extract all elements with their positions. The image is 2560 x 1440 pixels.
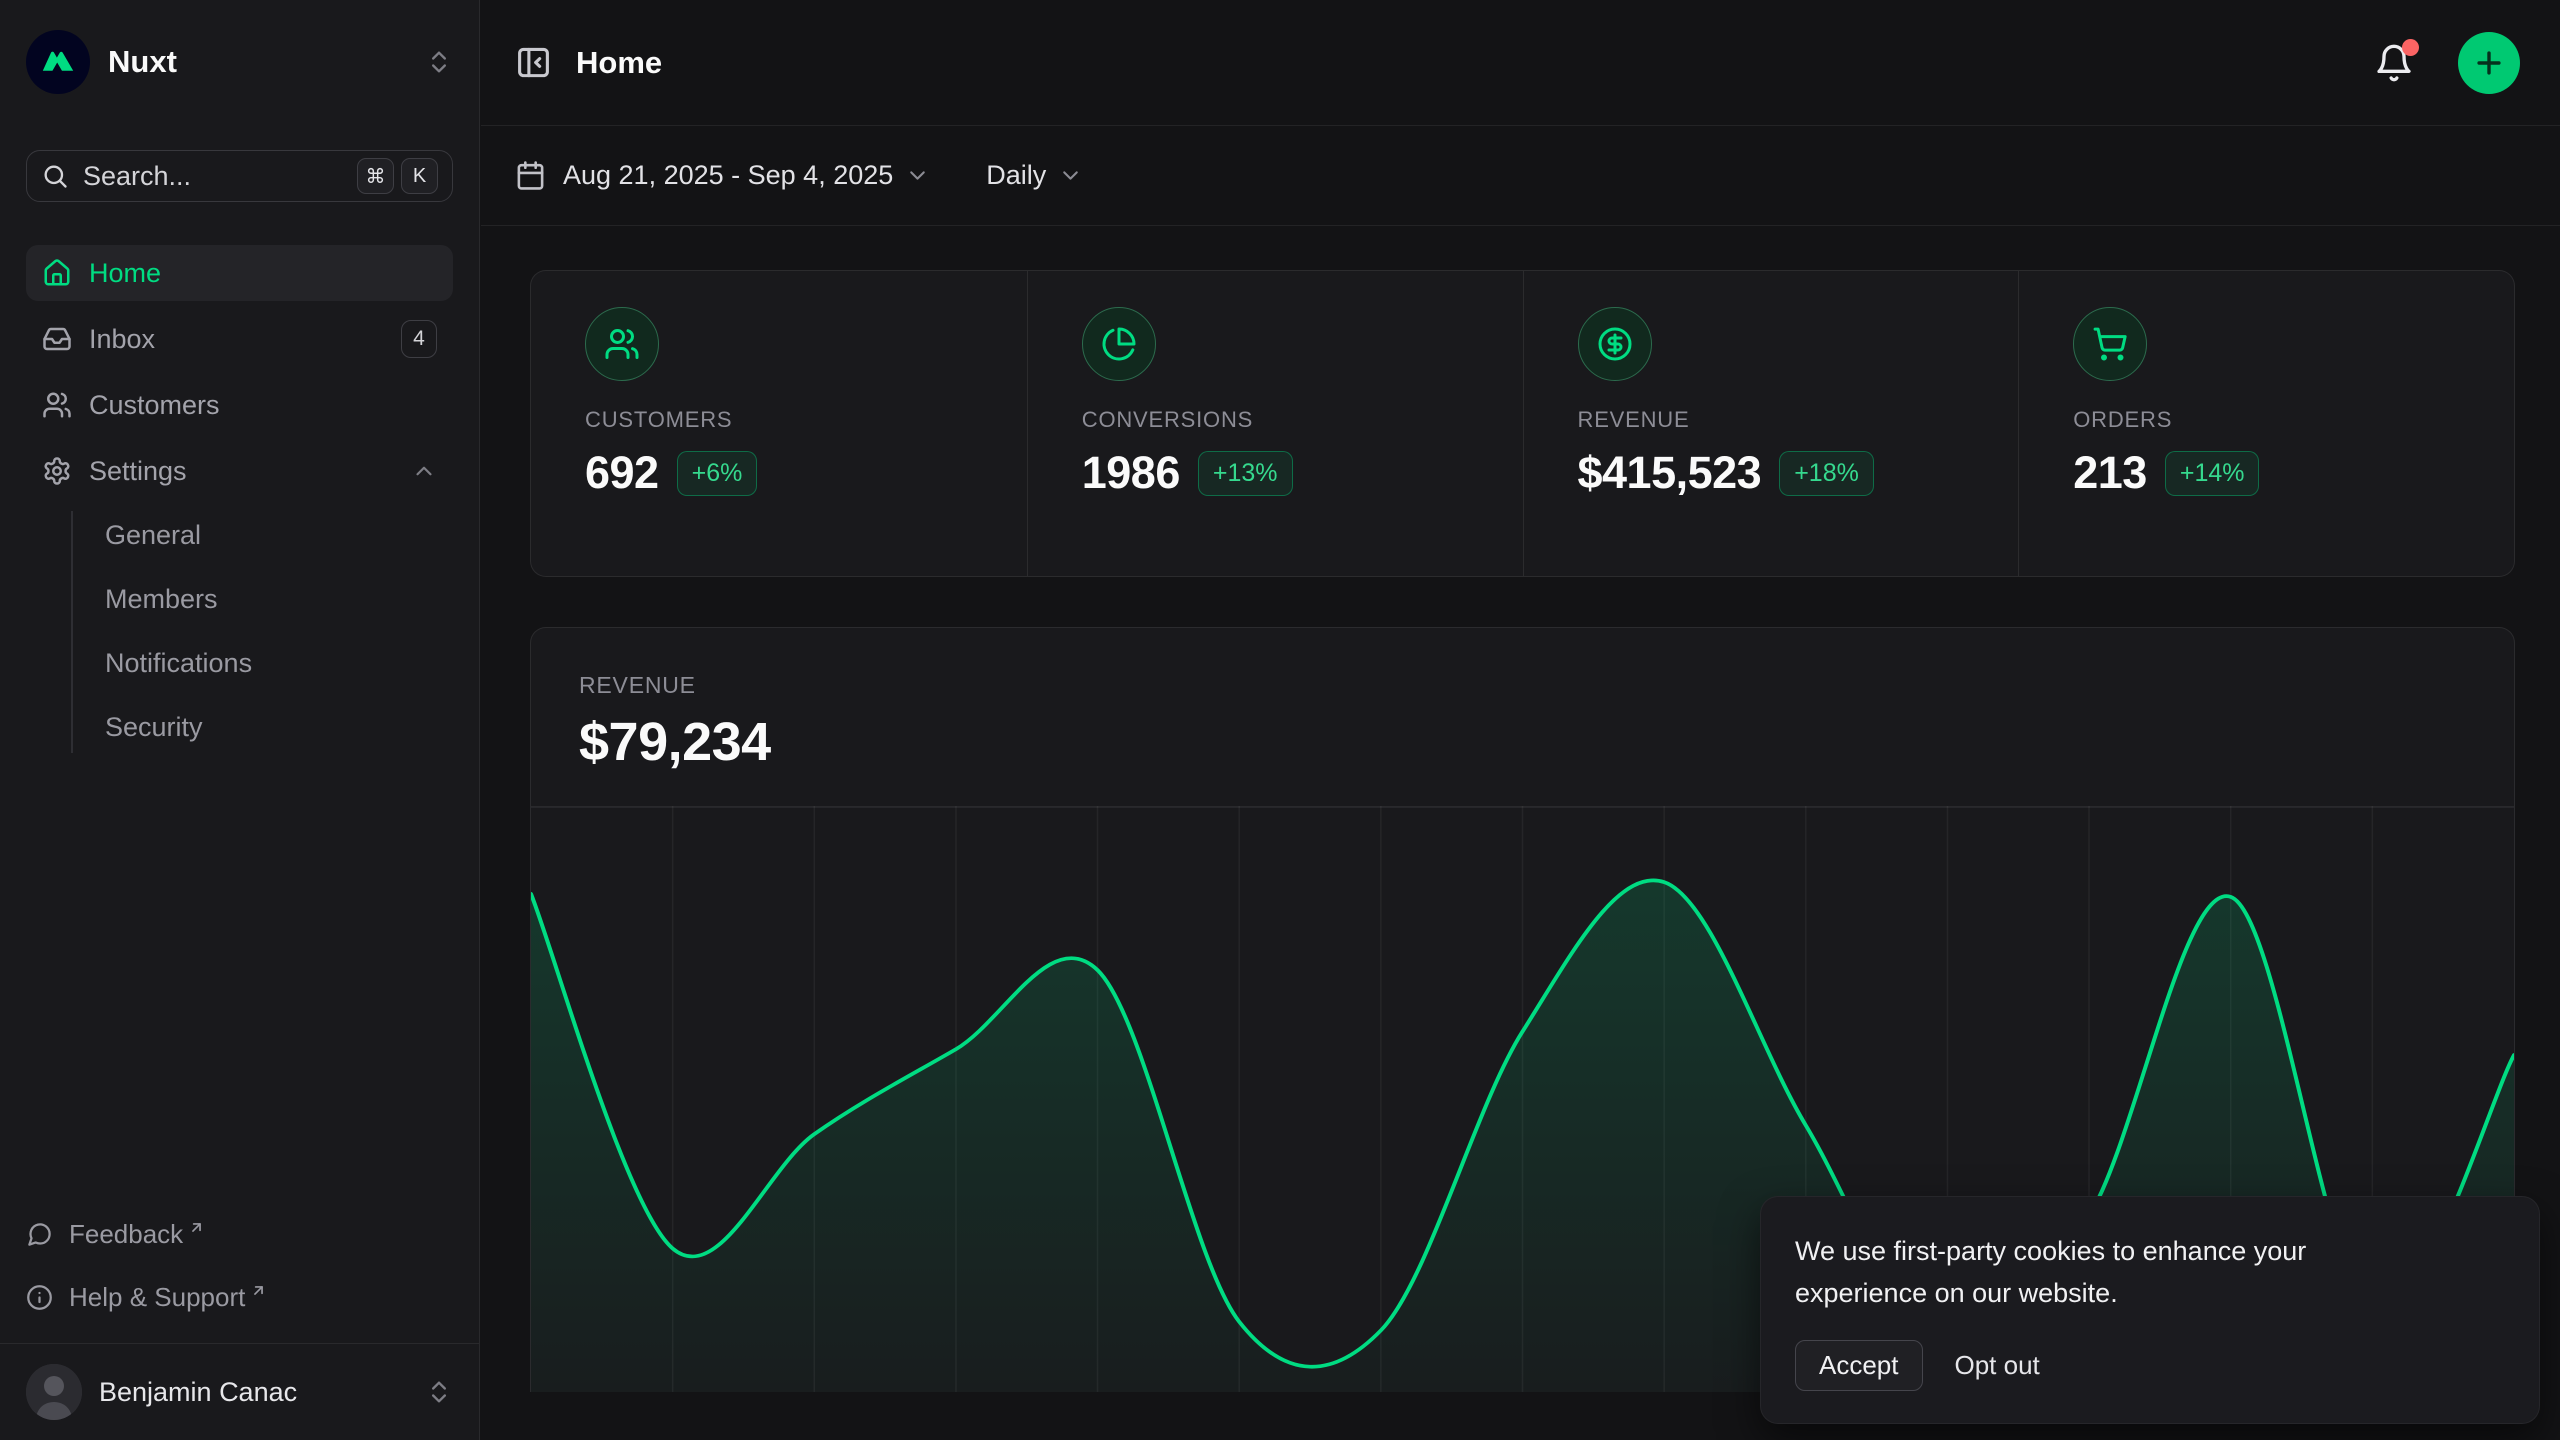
kbd-k: K [401,158,438,194]
cookie-banner: We use first-party cookies to enhance yo… [1760,1196,2540,1424]
stat-value: $415,523 [1577,447,1762,498]
toolbar: Aug 21, 2025 - Sep 4, 2025 Daily [481,126,2560,226]
granularity-value: Daily [986,160,1047,190]
chevron-up-icon [411,458,437,484]
cookie-message: We use first-party cookies to enhance yo… [1795,1236,2307,1308]
inbox-icon [42,324,72,354]
stat-value: 213 [2073,447,2147,498]
chevron-down-icon [905,163,930,188]
stat-revenue[interactable]: REVENUE $415,523 +18% [1522,271,2019,576]
stat-label: CONVERSIONS [1081,407,1254,432]
stat-label: CUSTOMERS [585,407,733,432]
inbox-count-badge: 4 [401,320,437,358]
sidebar-item-home[interactable]: Home [26,245,453,301]
accept-cookies-button[interactable]: Accept [1795,1340,1923,1391]
message-bubble-icon [26,1221,53,1248]
feedback-link[interactable]: Feedback [26,1210,453,1258]
stats-card: CUSTOMERS 692 +6% CONVERSIONS 1986 +13% [530,270,2515,577]
avatar [26,1364,82,1420]
stat-delta-badge: +6% [676,450,758,496]
granularity-select[interactable]: Daily [986,160,1083,191]
sidebar-nav: Home Inbox 4 Customers Settings [26,245,453,769]
search-placeholder: Search... [83,160,192,191]
users-icon [585,307,659,381]
stat-delta-badge: +13% [1197,450,1293,496]
sidebar-item-settings[interactable]: Settings [26,443,453,499]
settings-subnav: General Members Notifications Security [26,507,453,763]
sidebar-item-members[interactable]: Members [105,583,218,614]
sidebar: Nuxt Search... ⌘ K Home [0,0,480,1440]
chart-line [531,878,2514,1369]
info-circle-icon [26,1284,53,1311]
sidebar-item-inbox[interactable]: Inbox 4 [26,311,453,367]
notifications-button[interactable] [2374,38,2419,83]
optout-cookies-button[interactable]: Opt out [1954,1350,2040,1380]
help-support-link[interactable]: Help & Support [26,1273,453,1321]
page-title: Home [576,44,663,80]
dashboard-content: CUSTOMERS 692 +6% CONVERSIONS 1986 +13% [481,226,2560,1392]
date-range-picker[interactable]: Aug 21, 2025 - Sep 4, 2025 [515,160,930,191]
header: Home [481,0,2560,126]
stat-value: 1986 [1081,447,1181,498]
sidebar-item-label: Customers [89,389,220,420]
sidebar-item-security[interactable]: Security [105,711,203,742]
revenue-chart-value: $79,234 [579,712,771,772]
search-icon [41,162,69,190]
calendar-icon [515,160,546,191]
sidebar-item-customers[interactable]: Customers [26,377,453,433]
sidebar-item-general[interactable]: General [105,519,202,550]
chart-area-fill [531,880,2514,1392]
stat-label: ORDERS [2073,407,2173,432]
chevrons-up-down-icon [425,1378,453,1406]
revenue-chart-card: REVENUE $79,234 [530,627,2515,1392]
gear-icon [42,456,72,486]
add-button[interactable] [2458,31,2520,94]
unread-dot [2402,38,2419,56]
sidebar-item-label: Settings [89,455,187,486]
home-icon [42,258,72,288]
feedback-label: Feedback [69,1218,184,1249]
team-name: Nuxt [108,44,177,79]
plus-icon [2472,46,2506,80]
stat-delta-badge: +18% [1779,450,1874,496]
revenue-chart-label: REVENUE [579,672,696,698]
external-link-icon [250,1282,267,1299]
users-icon [42,390,72,420]
chevron-down-icon [1058,163,1083,188]
stat-orders[interactable]: ORDERS 213 +14% [2018,271,2514,576]
user-name: Benjamin Canac [99,1376,298,1407]
sidebar-footer: Feedback Help & Support Benjamin Canac [0,1210,479,1440]
chevrons-up-down-icon [425,48,453,76]
dollar-circle-icon [1577,307,1652,381]
stat-conversions[interactable]: CONVERSIONS 1986 +13% [1026,271,1523,576]
sidebar-item-notifications[interactable]: Notifications [105,647,253,678]
sidebar-item-label: Home [89,257,162,288]
stat-value: 692 [585,447,659,498]
team-switcher[interactable]: Nuxt [26,30,453,94]
kbd-cmd: ⌘ [357,158,394,194]
pie-chart-icon [1081,307,1156,381]
nuxt-logo-icon [26,30,90,94]
external-link-icon [188,1219,205,1236]
search-input[interactable]: Search... ⌘ K [26,150,453,202]
date-range-value: Aug 21, 2025 - Sep 4, 2025 [563,160,894,190]
help-support-label: Help & Support [69,1281,246,1312]
panel-collapse-button[interactable] [515,44,552,81]
stat-delta-badge: +14% [2164,450,2260,496]
user-menu[interactable]: Benjamin Canac [0,1343,479,1440]
stat-label: REVENUE [1577,407,1690,432]
sidebar-item-label: Inbox [89,323,156,354]
cart-icon [2073,307,2148,381]
main-area: Home Aug 21, 2025 - Sep 4, 2025 [481,0,2560,1440]
stat-customers[interactable]: CUSTOMERS 692 +6% [531,271,1027,576]
